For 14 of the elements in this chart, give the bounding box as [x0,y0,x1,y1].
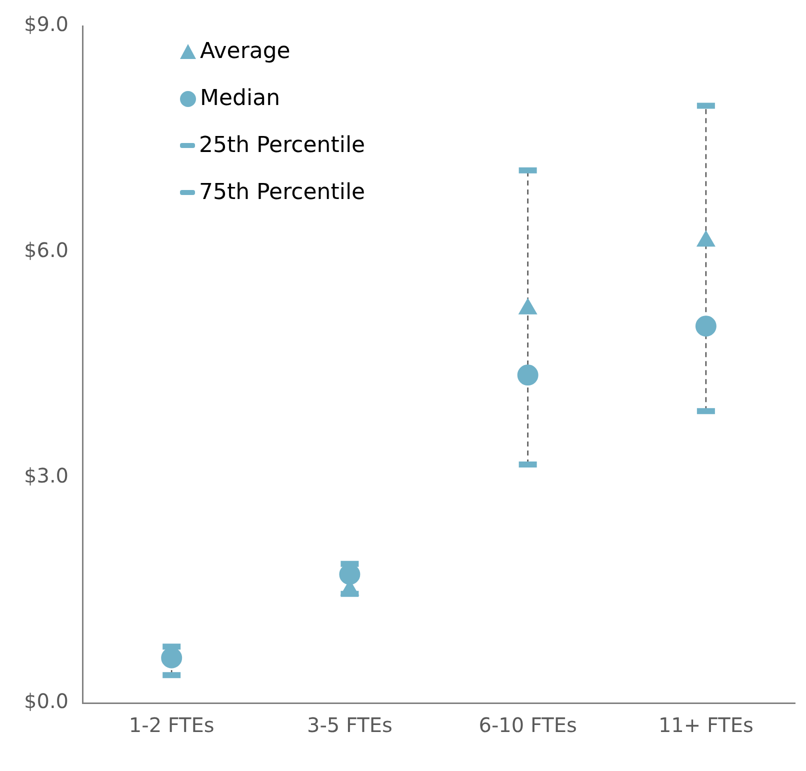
y-tick-label: $9.0 [24,12,69,36]
legend-label: Median [200,86,280,111]
y-tick-label: $3.0 [24,464,69,488]
legend-label: Average [200,39,290,64]
y-tick-label: $0.0 [24,689,69,714]
x-tick-label: 1-2 FTEs [128,713,214,738]
point [695,316,716,337]
x-tick-label: 3-5 FTEs [306,713,392,738]
x-tick-label: 11+ FTEs [658,713,754,738]
x-tick-label: 6-10 FTEs [478,713,577,738]
legend-label: 25th Percentile [199,133,366,158]
y-tick-label: $6.0 [24,238,69,262]
point [517,364,538,386]
legend-label: 75th Percentile [199,180,366,205]
